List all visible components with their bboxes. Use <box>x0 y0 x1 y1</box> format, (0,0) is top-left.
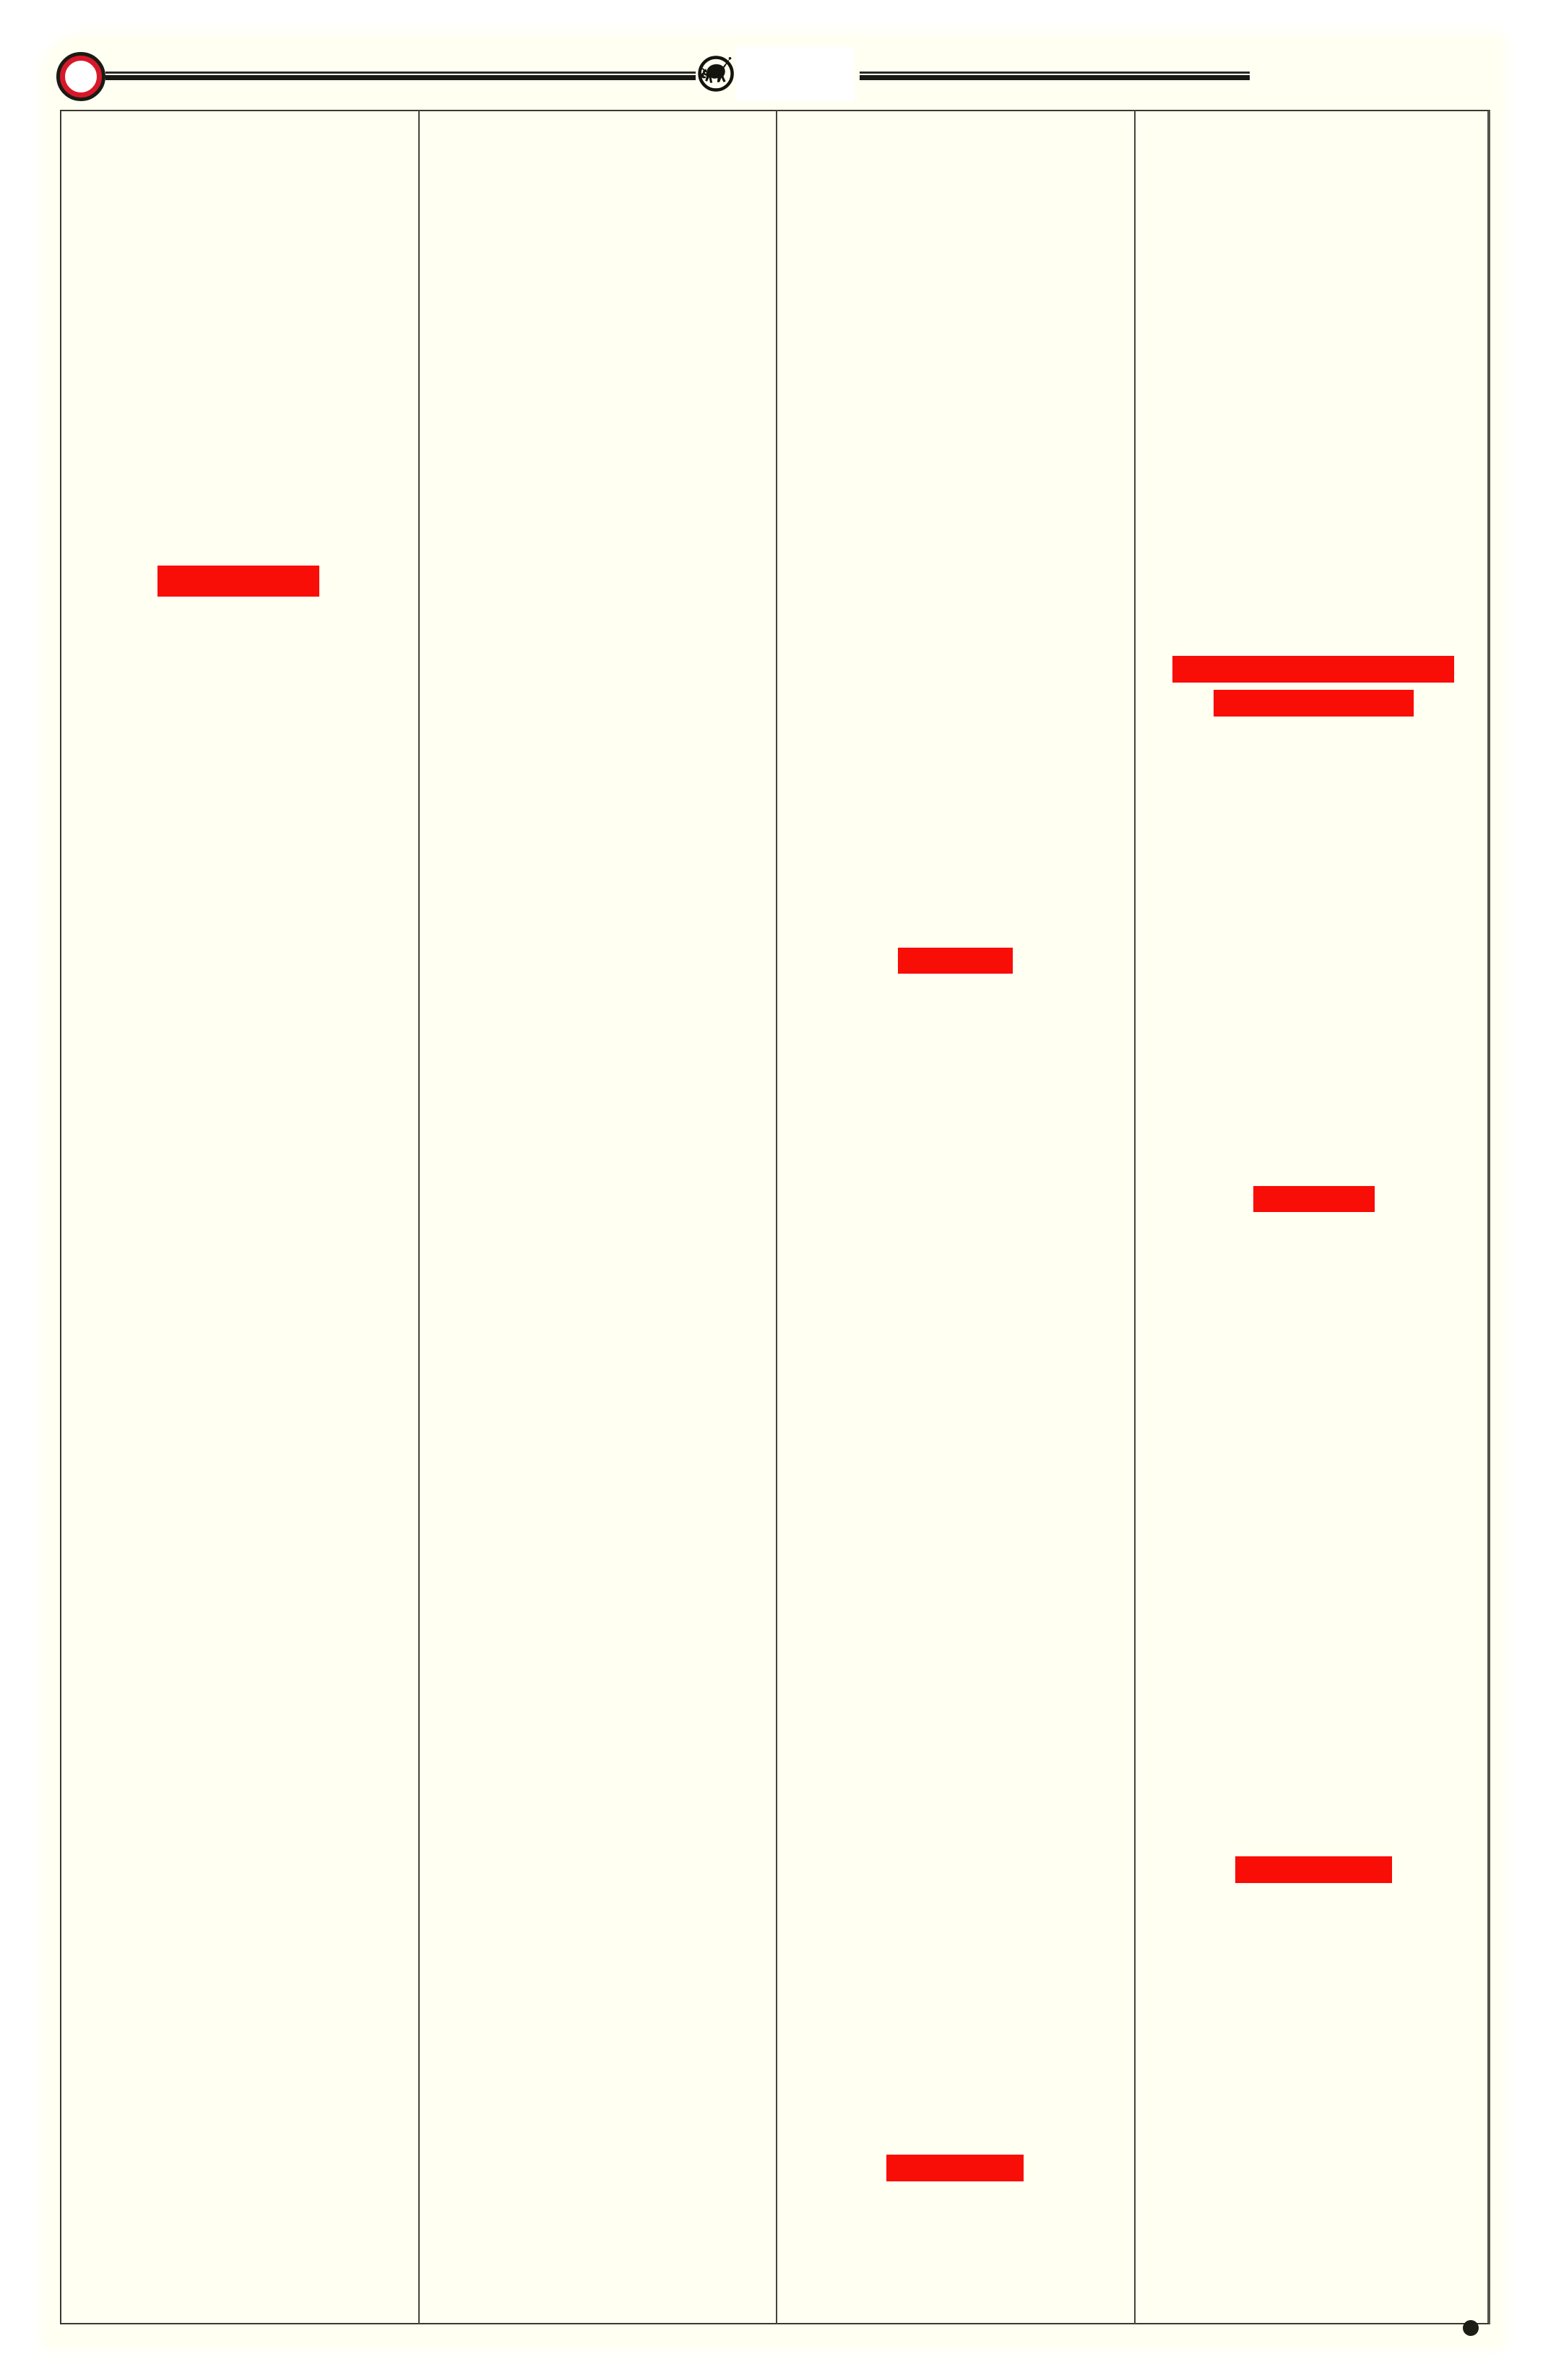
redaction-mark <box>898 948 1013 974</box>
registration-ring-core <box>60 56 102 98</box>
column-divider <box>776 110 777 2324</box>
redaction-mark <box>1253 1186 1375 1212</box>
column-divider <box>1134 110 1136 2324</box>
content-frame <box>60 110 1490 2324</box>
redaction-mark <box>1214 690 1414 717</box>
redaction-mark <box>1235 1856 1392 1883</box>
redaction-mark <box>886 2155 1024 2181</box>
registration-ring-icon <box>56 52 105 101</box>
masthead-patch <box>735 47 855 101</box>
column-divider <box>418 110 420 2324</box>
redaction-mark <box>157 566 319 597</box>
corner-dot-icon <box>1463 2320 1479 2336</box>
redaction-mark <box>1172 656 1454 683</box>
masthead-rule-left <box>105 72 696 80</box>
masthead-rule-right <box>860 72 1250 80</box>
bull-emblem-icon <box>697 54 736 93</box>
